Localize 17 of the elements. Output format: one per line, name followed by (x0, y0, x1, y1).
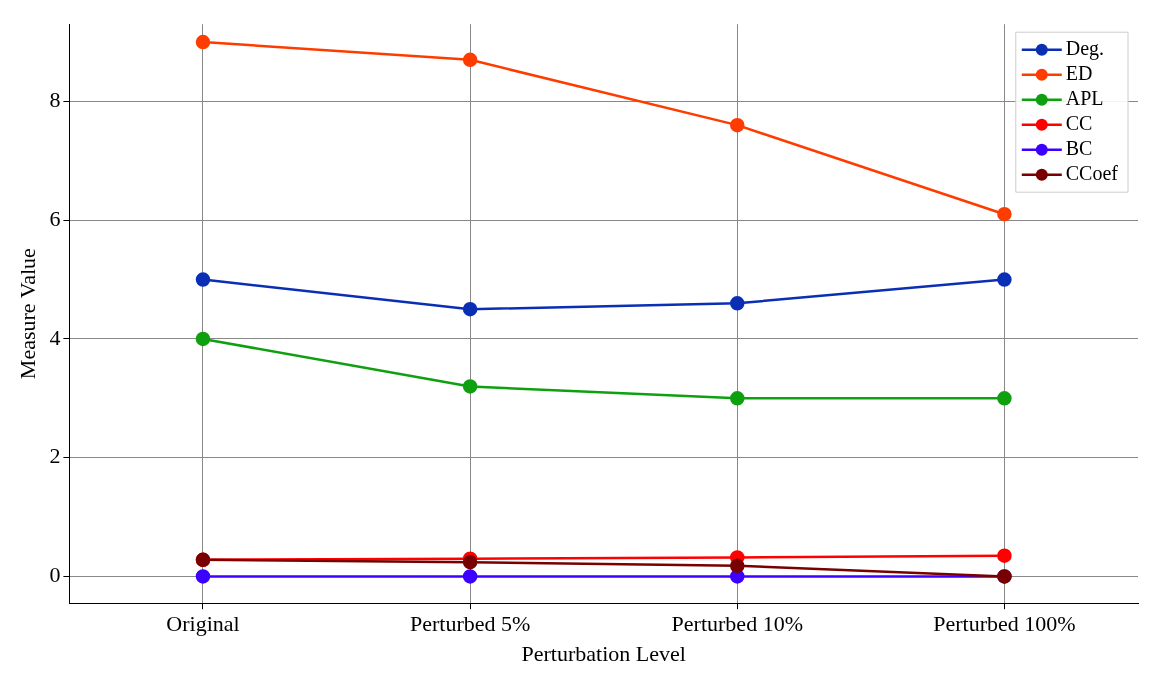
legend-label: BC (1065, 136, 1093, 159)
legend-label: ED (1065, 61, 1093, 84)
x-axis-title: Perturbation Level (521, 640, 686, 666)
x-tick-label: Perturbed 100% (933, 611, 1076, 637)
x-tick-label: Original (166, 611, 240, 637)
legend-label: CCoef (1065, 161, 1119, 184)
y-tick-label: 6 (49, 205, 61, 231)
y-tick-label: 4 (49, 324, 61, 350)
y-tick-label: 8 (49, 87, 61, 113)
legend-label: CC (1065, 111, 1093, 134)
y-axis-title: Measure Value (14, 248, 40, 380)
legend-label: Deg. (1065, 36, 1105, 60)
y-tick-label: 0 (49, 562, 61, 588)
x-tick-label: Perturbed 5% (409, 611, 531, 637)
legend-label: APL (1065, 86, 1104, 109)
y-tick-label: 2 (49, 443, 61, 469)
x-tick-label: Perturbed 10% (671, 611, 803, 637)
